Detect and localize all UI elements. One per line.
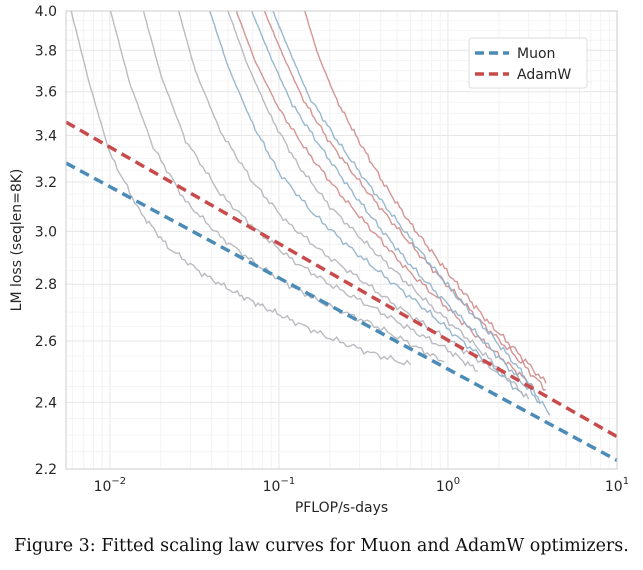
y-tick-label: 2.8 [35,277,57,293]
training-curve [177,10,506,378]
training-curve [227,11,530,400]
training-curve [304,10,547,384]
chart-canvas: 2.2 2.4 2.6 2.8 3.0 3.2 3.4 3.6 3.8 4.0 10−2 10−1 10… [9,4,629,516]
training-curves [70,10,551,416]
x-tick-label: 10−2 [94,476,127,495]
training-curve [263,10,547,391]
x-tick-label: 101 [605,476,629,495]
fit-line-muon [65,161,618,462]
y-tick-label: 3.2 [35,175,57,191]
training-curve [235,10,534,387]
legend-box [468,37,588,89]
tick-labels: 2.2 2.4 2.6 2.8 3.0 3.2 3.4 3.6 3.8 4.0 10−2 10−1 10… [35,4,629,495]
training-curve [70,10,412,366]
y-tick-label: 3.4 [35,129,57,145]
x-tick-label: 100 [436,476,460,495]
x-tick-label: 10−1 [263,476,296,495]
y-tick-label: 2.6 [35,334,57,350]
legend: Muon AdamW [468,37,588,89]
plot-frame [65,10,618,470]
training-curve [109,10,445,363]
y-tick-label: 2.2 [35,462,57,478]
y-tick-label: 3.0 [35,224,57,240]
training-curve [251,10,540,403]
y-tick-label: 3.6 [35,85,57,101]
y-tick-label: 2.4 [35,395,57,411]
y-tick-label: 3.8 [35,43,57,59]
fit-line-adamw [65,120,618,439]
y-tick-label: 4.0 [35,4,57,20]
y-axis-label: LM loss (seqlen=8K) [9,169,25,312]
legend-label-muon: Muon [517,46,555,62]
training-curve [142,10,478,372]
x-axis-label: PFLOP/s-days [295,500,388,516]
scaling-law-chart: 2.2 2.4 2.6 2.8 3.0 3.2 3.4 3.6 3.8 4.0 10−2 10−1 10… [9,4,629,516]
fit-lines [65,120,618,462]
training-curve [209,11,525,397]
figure-caption: Figure 3: Fitted scaling law curves for … [14,536,629,556]
training-curve [272,10,551,416]
legend-label-adamw: AdamW [517,67,571,83]
